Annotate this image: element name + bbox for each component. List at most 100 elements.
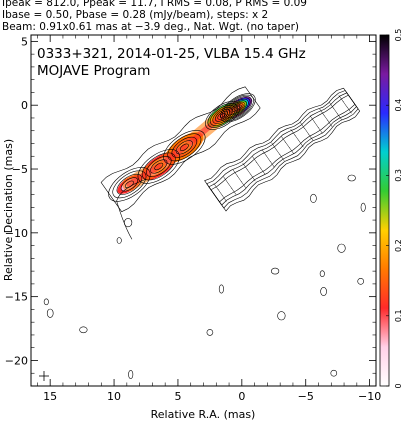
noise-contour — [79, 326, 88, 334]
chart-title: 0333+321, 2014-01-25, VLBA 15.4 GHz — [37, 46, 306, 62]
intensity-contour — [112, 170, 147, 199]
intensity-contour — [116, 173, 143, 195]
polarization-contour — [208, 92, 357, 206]
evpa-stick — [213, 183, 219, 191]
x-tick-label: 15 — [43, 390, 57, 403]
y-tick-label: −20 — [5, 354, 28, 367]
evpa-stick — [221, 194, 227, 202]
intensity-contour — [207, 103, 238, 128]
evpa-stick — [288, 147, 295, 155]
noise-contour — [46, 308, 54, 318]
evpa-stick — [240, 181, 246, 188]
evpa-stick — [342, 100, 348, 108]
y-axis-ticks: 5 0 −5 −10 −15 −20 — [5, 35, 376, 374]
noise-contour — [271, 267, 280, 275]
polarization-contour — [210, 94, 356, 203]
y-tick-label: 0 — [21, 99, 28, 112]
evpa-stick — [260, 167, 266, 175]
evpa-stick — [332, 107, 339, 115]
noise-contour — [310, 193, 317, 203]
evpa-stick — [261, 149, 267, 157]
noise-contour — [319, 270, 325, 278]
x-tick-label: 0 — [238, 390, 245, 403]
intensity-contour — [227, 98, 249, 117]
header-line-beam: Beam: 0.91x0.61 mas at −3.9 deg., Nat. W… — [2, 21, 300, 33]
jet-ridge — [126, 163, 162, 188]
evpa-stick — [284, 141, 291, 149]
evpa-stick — [313, 121, 319, 129]
colorbar — [379, 34, 390, 387]
jet-envelope-contour — [100, 86, 261, 213]
evpa-stick — [236, 175, 242, 183]
header-line-peak: Ipeak = 812.0, Ppeak = 11.7, I RMS = 0.0… — [2, 0, 307, 9]
evpa-stick — [232, 169, 238, 177]
intensity-contour — [146, 155, 172, 177]
colorbar-tick-label: 0.4 — [394, 99, 403, 112]
x-tick-label: 10 — [107, 390, 121, 403]
intensity-contour — [205, 100, 241, 130]
evpa-stick — [217, 188, 223, 196]
intensity-contour — [154, 162, 164, 171]
evpa-stick — [328, 101, 335, 109]
evpa-stick — [280, 135, 286, 143]
intensity-contour — [163, 130, 206, 165]
y-tick-label: −15 — [5, 291, 28, 304]
evpa-stick — [271, 142, 277, 150]
colorbar-tick-label: 0.5 — [394, 29, 403, 42]
evpa-stick — [279, 154, 285, 161]
x-axis-label: Relative R.A. (mas) — [151, 408, 256, 421]
evpa-stick — [300, 122, 306, 130]
noise-contour — [43, 298, 49, 306]
x-axis-ticks: 15 10 5 0 −5 −10 — [37, 35, 381, 403]
colorbar-tick-label: 0.3 — [394, 169, 403, 182]
y-tick-label: 5 — [21, 35, 28, 48]
intensity-contour — [108, 167, 151, 202]
noise-contour — [218, 284, 224, 294]
noise-contour — [116, 237, 122, 244]
x-tick-label: −10 — [358, 390, 381, 403]
colorbar-tick-label: 0.2 — [394, 239, 403, 252]
intensity-contour — [120, 177, 139, 192]
evpa-stick — [242, 162, 248, 170]
evpa-stick — [308, 133, 314, 141]
evpa-stick — [290, 129, 296, 136]
intensity-contour — [150, 159, 168, 174]
intensity-contour — [175, 140, 193, 155]
intensity-contour — [209, 105, 236, 126]
noise-contour — [357, 277, 365, 285]
colorbar-tick-label: 0 — [394, 383, 403, 388]
intensity-contour — [219, 113, 226, 118]
evpa-stick — [256, 161, 262, 169]
evpa-stick — [336, 113, 343, 121]
polarization-contours — [204, 87, 361, 212]
noise-contour — [330, 369, 338, 377]
noise-contours — [43, 174, 366, 379]
intensity-contour — [179, 143, 189, 152]
x-tick-label: 5 — [174, 390, 181, 403]
noise-contour — [347, 174, 356, 182]
evpa-stick — [250, 174, 256, 182]
noise-contour — [320, 286, 327, 296]
noise-contour — [277, 311, 286, 321]
intensity-contour — [167, 133, 202, 162]
evpa-stick — [294, 134, 300, 142]
intensity-contour — [171, 136, 198, 158]
colorbar-tick-label: 0.1 — [394, 309, 403, 322]
noise-contour — [206, 329, 214, 336]
colorbar-ticks: 0.5 0.4 0.3 0.2 0.1 0 — [386, 29, 403, 389]
beam-marker — [39, 371, 49, 381]
evpa-stick — [223, 176, 229, 184]
evpa-stick — [227, 182, 233, 190]
evpa-stick — [246, 168, 252, 176]
evpa-stick — [317, 126, 323, 134]
evpa-stick — [327, 120, 333, 127]
evpa-stick — [319, 108, 325, 116]
evpa-stick — [252, 156, 258, 163]
y-axis-label: Relative Decination (mas) — [2, 139, 15, 281]
y-tick-label: −5 — [12, 163, 28, 176]
header-line-base: Ibase = 0.50, Pbase = 0.28 (mJy/beam), s… — [2, 9, 269, 21]
plot-frame — [30, 34, 377, 387]
intensity-contour — [212, 107, 233, 124]
